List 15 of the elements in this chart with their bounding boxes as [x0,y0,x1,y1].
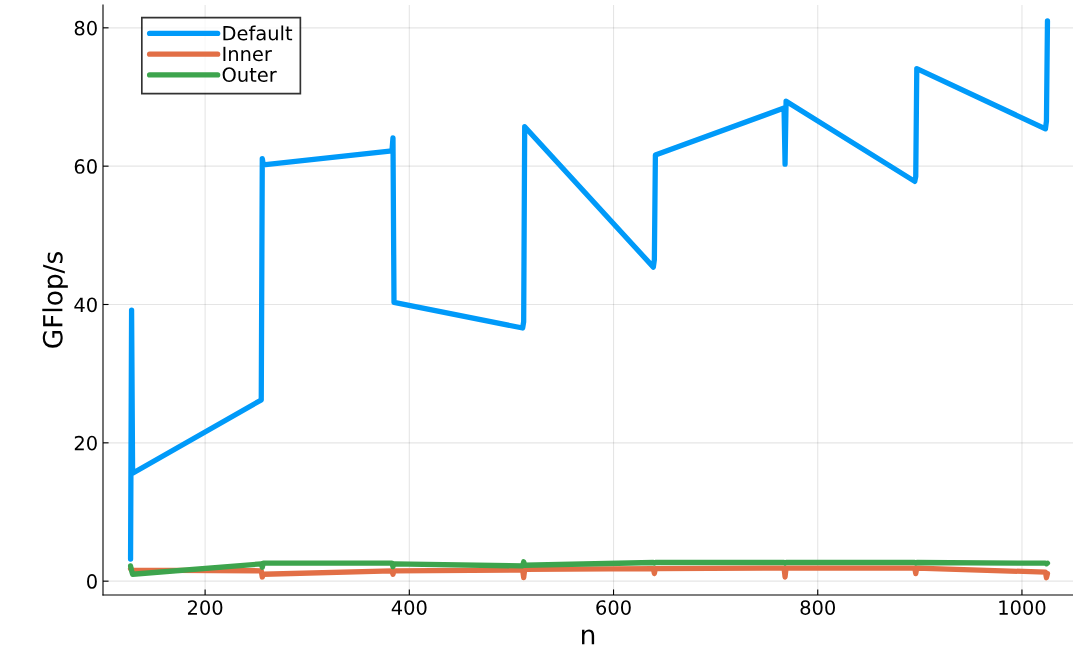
legend-label: Outer [222,67,277,83]
x-tick-label: 800 [800,600,835,615]
x-tick-label: 200 [187,600,223,615]
y-tick-label: 60 [74,159,97,174]
y-tick-label: 0 [87,574,97,589]
x-tick-label: 400 [391,600,427,615]
x-tick-label: 600 [596,600,631,615]
legend-label: Default [223,25,293,41]
y-tick-label: 40 [74,297,97,313]
x-axis-title: n [582,629,595,645]
legend-label: Inner [223,46,272,62]
y-tick-label: 20 [74,435,97,451]
y-axis-title: GFlop/s [42,252,68,348]
x-tick-label: 1000 [999,600,1046,615]
y-tick-label: 80 [74,20,97,36]
